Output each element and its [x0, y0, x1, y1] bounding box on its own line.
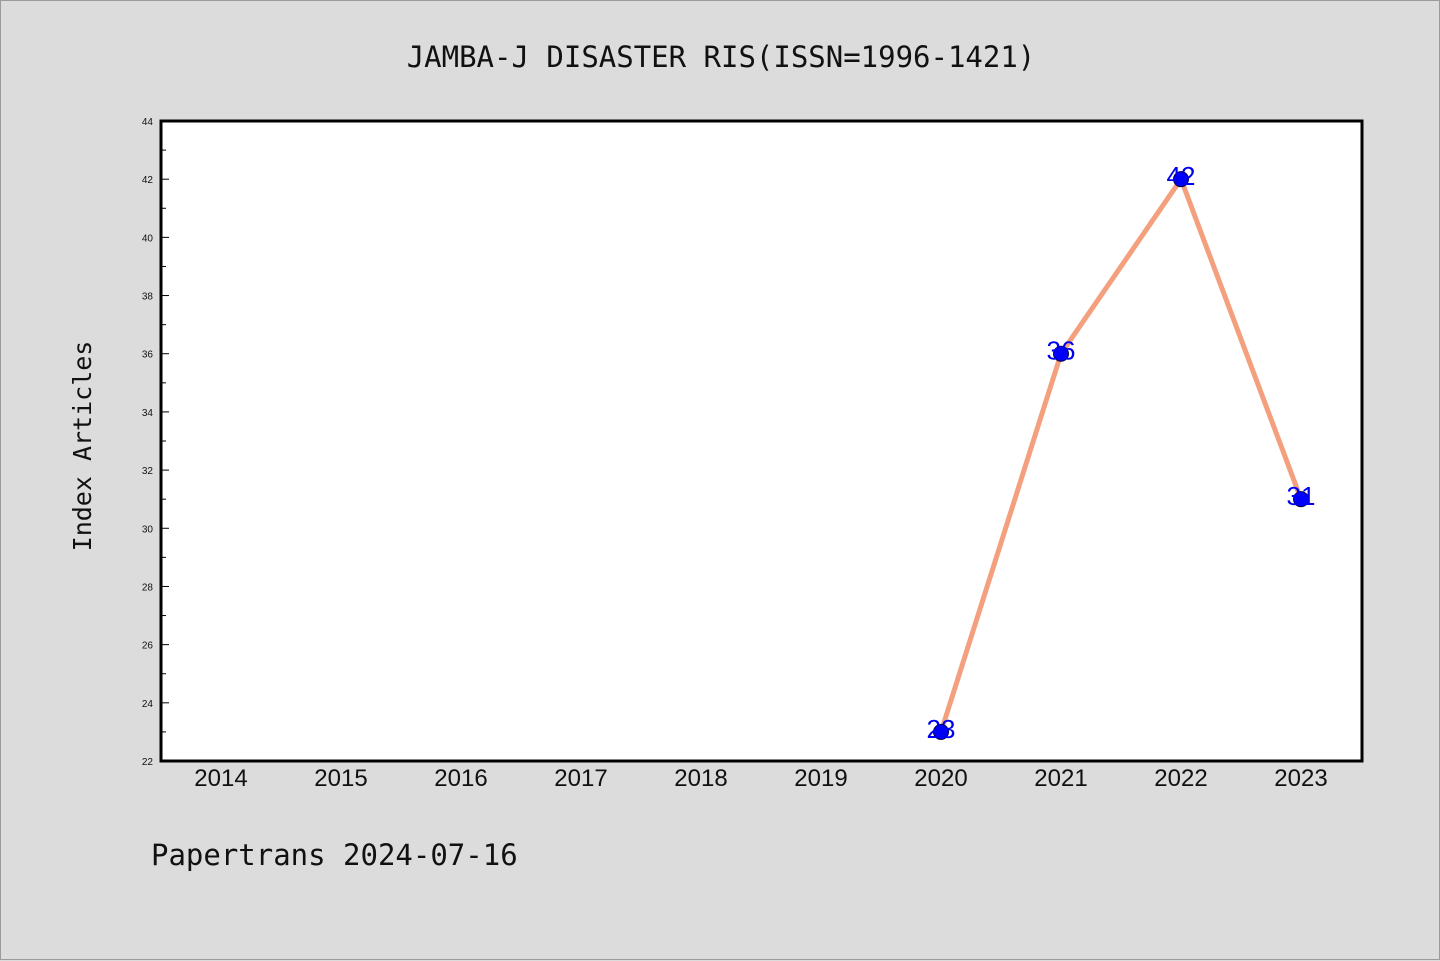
footer-credit: Papertrans 2024-07-16: [151, 838, 518, 872]
data-point: [1053, 345, 1069, 362]
y-tick-label: 36: [142, 350, 154, 361]
x-tick-label: 2023: [1274, 765, 1327, 792]
x-tick-label: 2019: [794, 765, 847, 792]
x-tick-label: 2017: [554, 765, 607, 792]
y-tick-label: 22: [142, 757, 154, 768]
data-label: 36: [1047, 336, 1076, 366]
y-tick-label: 28: [142, 582, 154, 593]
x-tick-label: 2021: [1034, 765, 1087, 792]
data-point: [933, 723, 949, 740]
y-tick-label: 44: [142, 117, 154, 128]
y-tick-label: 42: [142, 175, 154, 186]
data-label: 31: [1287, 481, 1316, 511]
x-tick-label: 2015: [314, 765, 367, 792]
data-point: [1293, 491, 1309, 508]
data-label: 23: [927, 714, 956, 744]
chart-title: JAMBA-J DISASTER RIS(ISSN=1996-1421): [407, 40, 1036, 74]
plot-area: [159, 119, 1364, 763]
x-tick-label: 2022: [1154, 765, 1207, 792]
y-tick-label: 40: [142, 233, 154, 244]
x-tick-label: 2014: [194, 765, 247, 792]
x-tick-label: 2018: [674, 765, 727, 792]
y-tick-label: 24: [142, 699, 154, 710]
series-line: [938, 176, 1304, 735]
x-tick-label: 2020: [914, 765, 967, 792]
data-point: [1173, 171, 1189, 188]
y-axis: 22 24 26 28 30 32 34 36 38 40 42 44: [142, 117, 169, 768]
y-tick-label: 30: [142, 524, 154, 535]
y-tick-label: 34: [142, 408, 154, 419]
y-axis-label: Index Articles: [68, 341, 97, 552]
y-tick-label: 38: [142, 292, 154, 303]
y-tick-label: 26: [142, 641, 154, 652]
x-tick-label: 2016: [434, 765, 487, 792]
series-layer: 23 36 42 31: [927, 161, 1316, 744]
y-tick-label: 32: [142, 466, 154, 477]
data-label: 42: [1167, 161, 1196, 191]
x-axis: 2014 2015 2016 2017 2018 2019 2020 2021 2022 2023: [194, 765, 1327, 792]
